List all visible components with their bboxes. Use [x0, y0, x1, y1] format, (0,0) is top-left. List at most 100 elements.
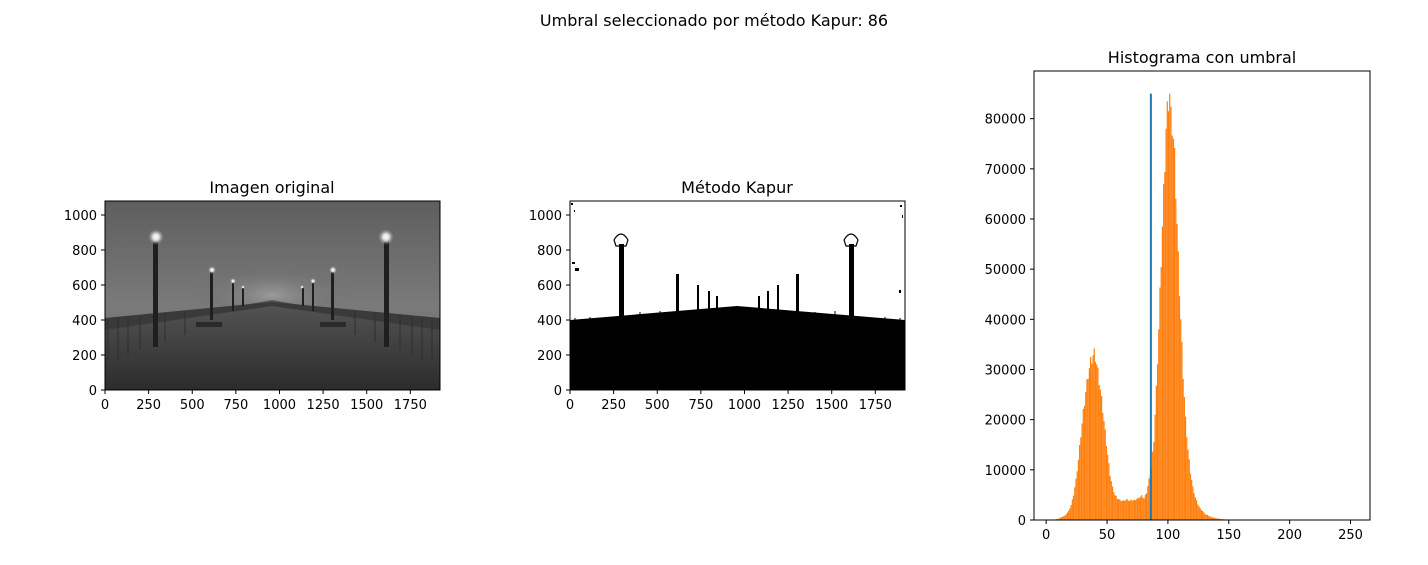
panel-histogram: Histograma con umbral 0 50 100 150 200 250 0 10… — [985, 48, 1371, 543]
histogram-bar — [1104, 429, 1106, 520]
histogram-bar — [1153, 442, 1155, 520]
histogram-bar — [1081, 423, 1083, 520]
histogram-bar — [1136, 498, 1138, 520]
histogram-bar — [1103, 420, 1105, 520]
original-ytick-label: 800 — [72, 244, 97, 259]
panel-original: Imagen original — [64, 178, 441, 413]
histogram-bar — [1167, 111, 1170, 521]
histogram-bar — [1170, 106, 1172, 521]
histogram-bar — [1094, 361, 1097, 520]
figure-title: Umbral seleccionado por método Kapur: 86 — [540, 11, 888, 30]
original-xtick-label: 750 — [223, 398, 248, 413]
histogram-bar — [1074, 487, 1076, 520]
histogram-bar — [1189, 473, 1192, 520]
histogram-bar — [1183, 397, 1185, 520]
histogram-bar — [1119, 499, 1121, 520]
kapur-xtick-label: 0 — [566, 398, 574, 413]
hist-xtick-label: 0 — [1042, 528, 1050, 543]
histogram-bar — [1159, 287, 1161, 520]
histogram-bar — [1188, 459, 1190, 520]
histogram-bar — [1133, 499, 1136, 520]
original-xtick-label: 0 — [101, 398, 109, 413]
hist-xtick-label: 150 — [1216, 528, 1241, 543]
histogram-bar — [1064, 515, 1066, 520]
histogram-bar — [1139, 496, 1142, 520]
panel-title-original: Imagen original — [209, 178, 334, 197]
kapur-ytick-label: 200 — [537, 349, 562, 364]
original-image — [105, 201, 440, 390]
histogram-bar — [1174, 147, 1176, 520]
histogram-bar — [1191, 479, 1193, 520]
panel-title-kapur: Método Kapur — [681, 178, 793, 197]
histogram-bar — [1184, 416, 1187, 520]
hist-ytick-label: 80000 — [985, 113, 1026, 128]
histogram-bar — [1210, 516, 1212, 520]
histogram-bar — [1131, 500, 1133, 520]
histogram-bar — [1110, 481, 1112, 520]
histogram-bar — [1057, 518, 1059, 520]
histogram-bar — [1216, 518, 1218, 520]
histogram-bar — [1209, 516, 1211, 520]
histogram-bar — [1155, 385, 1157, 520]
histogram-bar — [1148, 478, 1150, 520]
original-ytick-label: 200 — [72, 349, 97, 364]
histogram-bar — [1180, 319, 1182, 520]
histogram-bar — [1193, 493, 1195, 520]
histogram-bar — [1181, 341, 1183, 520]
kapur-axes-frame — [569, 200, 906, 391]
histogram-bar — [1122, 500, 1125, 520]
kapur-image — [570, 201, 905, 390]
histogram-bar — [1147, 486, 1149, 520]
histogram-bar — [1154, 414, 1156, 520]
histogram-bars — [1053, 93, 1290, 521]
histogram-bar — [1099, 389, 1101, 520]
histogram-bar — [1088, 368, 1090, 520]
histogram-bar — [1079, 445, 1081, 520]
panel-title-histogram: Histograma con umbral — [1108, 48, 1296, 67]
histogram-bar — [1100, 395, 1103, 520]
original-xtick-label: 1250 — [307, 398, 340, 413]
original-ytick-label: 1000 — [64, 209, 97, 224]
histogram-bar — [1141, 495, 1143, 520]
histogram-bar — [1156, 364, 1159, 520]
hist-xtick-label: 100 — [1155, 528, 1180, 543]
histogram-bar — [1085, 392, 1087, 520]
histogram-bar — [1087, 378, 1089, 520]
histogram-bar — [1092, 355, 1094, 520]
histogram-bar — [1211, 517, 1213, 520]
hist-ytick-label: 30000 — [985, 363, 1026, 378]
original-xtick-label: 250 — [136, 398, 161, 413]
histogram-bar — [1161, 226, 1164, 521]
histogram-bar — [1091, 363, 1093, 520]
histogram-bar — [1098, 384, 1100, 520]
kapur-xtick-label: 750 — [688, 398, 713, 413]
histogram-bar — [1126, 498, 1128, 520]
histogram-bar — [1068, 510, 1070, 520]
histogram-bar — [1108, 463, 1110, 520]
histogram-bar — [1208, 515, 1210, 520]
histogram-bar — [1152, 451, 1154, 520]
histogram-bar — [1115, 495, 1117, 520]
histogram-bar — [1212, 517, 1215, 520]
histogram-bar — [1135, 500, 1137, 520]
histogram-bar — [1128, 500, 1131, 520]
histogram-bar — [1075, 478, 1077, 520]
hist-ytick-label: 40000 — [985, 313, 1026, 328]
histogram-bar — [1192, 486, 1194, 520]
histogram-bar — [1186, 437, 1188, 520]
hist-xtick-label: 250 — [1338, 528, 1363, 543]
histogram-bar — [1066, 512, 1069, 520]
histogram-bar — [1197, 504, 1199, 520]
histogram-bar — [1171, 135, 1173, 520]
original-xtick-label: 1000 — [263, 398, 296, 413]
histogram-bar — [1132, 500, 1134, 520]
histogram-bar — [1107, 454, 1109, 520]
histogram-bar — [1169, 93, 1171, 521]
histogram-bar — [1164, 172, 1166, 520]
hist-ytick-label: 0 — [1018, 514, 1026, 529]
histogram-bar — [1220, 518, 1222, 520]
histogram-bar — [1178, 296, 1181, 520]
kapur-xtick-label: 500 — [645, 398, 670, 413]
histogram-bar — [1214, 517, 1216, 520]
original-axes-frame — [104, 200, 441, 391]
